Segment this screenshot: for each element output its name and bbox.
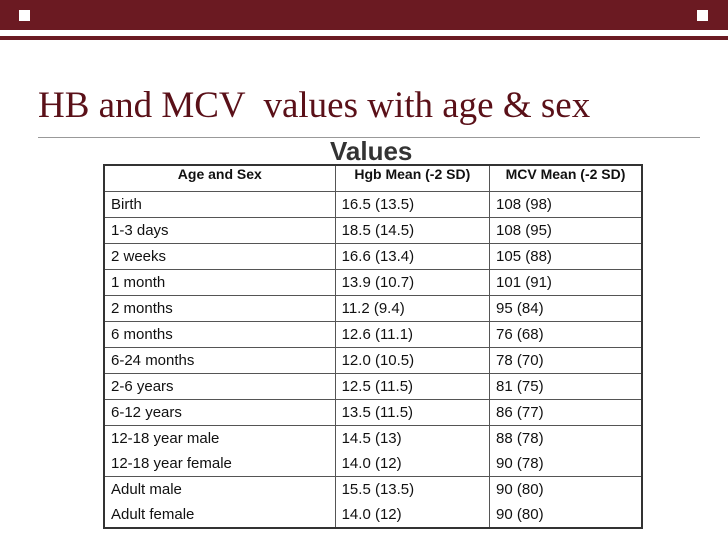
table-cell: 86 (77) xyxy=(489,399,643,426)
table-cell: 95 (84) xyxy=(489,295,643,322)
cell-text: 90 (78) xyxy=(496,455,544,472)
cell-text: 2-6 years xyxy=(111,378,174,395)
table-cell: 14.5 (13) 14.0 (12) xyxy=(334,425,491,477)
cell-text: 1-3 days xyxy=(111,222,169,239)
table-row: 2 weeks 16.6 (13.4) 105 (88) xyxy=(103,243,643,270)
table-cell: 108 (95) xyxy=(489,217,643,244)
cell-text: 86 (77) xyxy=(496,404,544,421)
cell-text: 90 (80) xyxy=(496,506,544,523)
cell-text: 16.6 (13.4) xyxy=(341,248,415,265)
cell-text: 12-18 year female xyxy=(111,455,232,472)
cell-text: Birth xyxy=(111,196,142,213)
header-row: Age and Sex Hgb Mean (-2 SD) MCV Mean (-2 … xyxy=(103,164,643,192)
table-row: 12-18 year male 12-18 year female 14.5 (13… xyxy=(103,425,643,477)
cell-text: 90 (80) xyxy=(496,481,544,498)
cell-text: 6 months xyxy=(111,326,173,343)
cell-text: Adult female xyxy=(111,506,195,523)
table-cell: 11.2 (9.4) xyxy=(334,295,491,322)
table-cell: Adult male Adult female xyxy=(103,476,336,529)
cell-text: 16.5 (13.5) xyxy=(341,196,415,213)
table-wrap: Age and Sex Hgb Mean (-2 SD) MCV Mean (-2 … xyxy=(103,164,643,529)
cell-text: 101 (91) xyxy=(496,274,552,291)
cell-text: 12.5 (11.5) xyxy=(341,378,414,395)
cell-text: 105 (88) xyxy=(496,248,552,265)
table-row: Adult male Adult female 15.5 (13.5) 14.0 (1… xyxy=(103,476,643,529)
table-cell: 12.0 (10.5) xyxy=(334,347,491,374)
table-cell: 108 (98) xyxy=(489,191,643,218)
cell-text: 6-12 years xyxy=(111,404,182,421)
table-cell: 6-24 months xyxy=(103,347,336,374)
table-row: 2-6 years 12.5 (11.5) 81 (75) xyxy=(103,373,643,400)
table-row: 6-24 months 12.0 (10.5) 78 (70) xyxy=(103,347,643,374)
table-cell: 12.5 (11.5) xyxy=(334,373,491,400)
cell-text: 15.5 (13.5) xyxy=(341,481,415,498)
corner-square xyxy=(18,9,31,22)
cell-text: 13.9 (10.7) xyxy=(341,274,415,291)
table-row: 6-12 years 13.5 (11.5) 86 (77) xyxy=(103,399,643,426)
cell-text: 108 (98) xyxy=(496,196,552,213)
cell-text: 14.0 (12) xyxy=(341,455,402,472)
table-row: 1-3 days 18.5 (14.5) 108 (95) xyxy=(103,217,643,244)
table-cell: 6-12 years xyxy=(103,399,336,426)
cell-text: 81 (75) xyxy=(496,378,544,395)
top-band-line xyxy=(0,36,728,40)
table-row: 2 months 11.2 (9.4) 95 (84) xyxy=(103,295,643,322)
top-band xyxy=(0,0,728,30)
table-cell: 16.6 (13.4) xyxy=(334,243,491,270)
background-text: Values xyxy=(330,136,413,166)
table-row: 6 months 12.6 (11.1) 76 (68) xyxy=(103,321,643,348)
table-cell: 76 (68) xyxy=(489,321,643,348)
header-cell: Age and Sex xyxy=(103,164,336,192)
table-body: Birth 16.5 (13.5) 108 (98) 1-3 days 18.5 (14… xyxy=(103,191,643,529)
table-cell: 2 weeks xyxy=(103,243,336,270)
table-row: Birth 16.5 (13.5) 108 (98) xyxy=(103,191,643,218)
cell-text: 88 (78) xyxy=(496,430,544,447)
title-rule xyxy=(38,137,700,138)
cell-text: Adult male xyxy=(111,481,182,498)
cell-text: 2 months xyxy=(111,300,173,317)
cell-text: 13.5 (11.5) xyxy=(341,404,414,421)
table-cell: 2-6 years xyxy=(103,373,336,400)
cell-text: 78 (70) xyxy=(496,352,544,369)
cell-text: 95 (84) xyxy=(496,300,544,317)
table-cell: 1-3 days xyxy=(103,217,336,244)
cell-text: 76 (68) xyxy=(496,326,544,343)
header-cell: MCV Mean (-2 SD) xyxy=(489,164,643,192)
table-cell: 16.5 (13.5) xyxy=(334,191,491,218)
table-cell: 13.9 (10.7) xyxy=(334,269,491,296)
header-cell: Hgb Mean (-2 SD) xyxy=(334,164,491,192)
table-cell: 6 months xyxy=(103,321,336,348)
cell-text: 12-18 year male xyxy=(111,430,220,447)
table-cell: 88 (78) 90 (78) xyxy=(489,425,643,477)
cell-text: 6-24 months xyxy=(111,352,195,369)
table-cell: 101 (91) xyxy=(489,269,643,296)
table-cell: 90 (80) 90 (80) xyxy=(489,476,643,529)
cell-text: 11.2 (9.4) xyxy=(341,300,405,317)
cell-text: 2 weeks xyxy=(111,248,167,265)
table-cell: Birth xyxy=(103,191,336,218)
cell-text: 1 month xyxy=(111,274,166,291)
cell-text: 14.0 (12) xyxy=(341,506,402,523)
cell-text: 18.5 (14.5) xyxy=(341,222,415,239)
table-row: 1 month 13.9 (10.7) 101 (91) xyxy=(103,269,643,296)
table-cell: 18.5 (14.5) xyxy=(334,217,491,244)
data-table: Age and Sex Hgb Mean (-2 SD) MCV Mean (-2 … xyxy=(103,164,643,529)
table-cell: 15.5 (13.5) 14.0 (12) xyxy=(334,476,491,529)
cell-text: 14.5 (13) xyxy=(341,430,402,447)
cell-text: 12.6 (11.1) xyxy=(341,326,414,343)
table-cell: 105 (88) xyxy=(489,243,643,270)
corner-square xyxy=(696,9,709,22)
table-cell: 12.6 (11.1) xyxy=(334,321,491,348)
table-cell: 1 month xyxy=(103,269,336,296)
cell-text: 12.0 (10.5) xyxy=(341,352,415,369)
table-cell: 78 (70) xyxy=(489,347,643,374)
cell-text: 108 (95) xyxy=(496,222,552,239)
slide-title: HB and MCV values with age & sex xyxy=(38,85,591,126)
table-cell: 12-18 year male 12-18 year female xyxy=(103,425,336,477)
table-cell: 81 (75) xyxy=(489,373,643,400)
table-cell: 13.5 (11.5) xyxy=(334,399,491,426)
table-cell: 2 months xyxy=(103,295,336,322)
